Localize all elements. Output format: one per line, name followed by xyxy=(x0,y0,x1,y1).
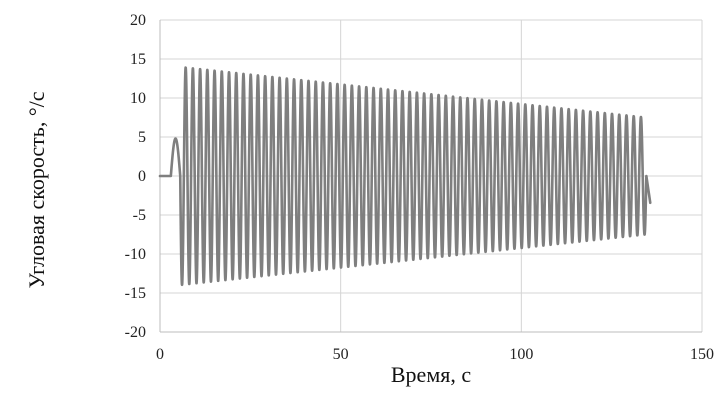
x-tick-label: 50 xyxy=(333,346,349,363)
series-line xyxy=(158,66,652,287)
y-tick-label: -20 xyxy=(125,324,146,341)
y-tick-label: 15 xyxy=(130,51,146,68)
y-tick-label: 20 xyxy=(130,12,146,29)
x-tick-label: 0 xyxy=(156,346,164,363)
x-tick-labels: 0 50 100 150 xyxy=(156,346,714,363)
y-tick-label: 0 xyxy=(138,168,146,185)
y-tick-labels: 20 15 10 5 0 -5 -10 -15 -20 xyxy=(125,12,146,341)
y-axis-label: Угловая скорость, °/с xyxy=(24,91,49,288)
series-layer xyxy=(158,66,652,287)
x-tick-label: 150 xyxy=(690,346,714,363)
y-tick-label: 10 xyxy=(130,90,146,107)
x-tick-label: 100 xyxy=(509,346,533,363)
y-tick-label: 5 xyxy=(138,129,146,146)
y-tick-label: -5 xyxy=(133,207,146,224)
y-tick-label: -10 xyxy=(125,246,146,263)
y-tick-label: -15 xyxy=(125,285,146,302)
x-axis-label: Время, с xyxy=(391,362,471,387)
